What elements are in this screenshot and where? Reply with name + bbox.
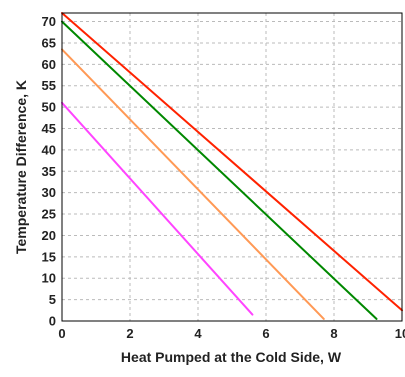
x-tick-label: 6 [262, 326, 269, 341]
x-tick-label: 10 [395, 326, 405, 341]
y-tick-label: 70 [42, 14, 56, 29]
x-tick-label: 2 [126, 326, 133, 341]
y-tick-label: 15 [42, 249, 56, 264]
grid [62, 13, 402, 321]
series-line [61, 20, 378, 320]
y-tick-label: 50 [42, 100, 56, 115]
plot-frame [61, 12, 403, 322]
series-line [61, 48, 325, 320]
y-tick-label: 60 [42, 57, 56, 72]
x-axis-label: Heat Pumped at the Cold Side, W [121, 349, 342, 365]
tick-labels: 0 2 4 6 8 10 0 5 10 15 20 25 30 35 40 45 50 55 60 65 70 [42, 14, 405, 341]
x-tick-label: 8 [330, 326, 337, 341]
y-tick-label: 55 [42, 78, 56, 93]
y-tick-label: 20 [42, 228, 56, 243]
series-lines [61, 12, 403, 320]
y-tick-label: 65 [42, 35, 56, 50]
y-tick-label: 10 [42, 271, 56, 286]
x-tick-label: 0 [58, 326, 65, 341]
y-tick-label: 25 [42, 207, 56, 222]
series-line [61, 12, 403, 312]
series-line [61, 101, 254, 316]
x-tick-label: 4 [194, 326, 202, 341]
y-tick-label: 40 [42, 142, 56, 157]
y-tick-label: 35 [42, 164, 56, 179]
y-tick-label: 45 [42, 121, 56, 136]
y-tick-label: 0 [49, 314, 56, 329]
y-tick-label: 5 [49, 292, 56, 307]
y-tick-label: 30 [42, 185, 56, 200]
y-axis-label: Temperature Difference, K [13, 80, 29, 254]
